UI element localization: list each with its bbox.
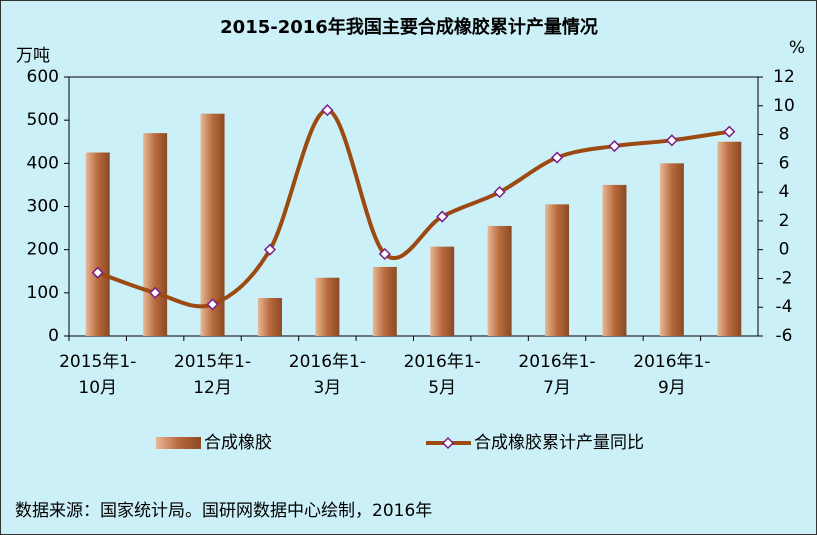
x-tick-label: 2015年1-12月	[173, 352, 252, 398]
marker	[321, 104, 334, 117]
bar	[545, 204, 570, 336]
legend-label: 合成橡胶累计产量同比	[474, 433, 644, 453]
y2-tick-label: 0	[779, 240, 790, 260]
y2-tick-label: 8	[779, 125, 790, 145]
bar	[602, 184, 627, 336]
bar	[85, 152, 110, 336]
y-tick-label: 300	[27, 197, 59, 217]
y2-axis-label: %	[789, 38, 805, 58]
marker	[723, 125, 736, 138]
marker	[436, 210, 449, 223]
marker	[263, 243, 277, 256]
y-tick-label: 0	[48, 326, 59, 346]
y2-tick-label: 6	[779, 153, 790, 173]
y2-tick-label: 2	[779, 211, 790, 231]
y2-tick-label: 4	[779, 182, 790, 202]
legend-label: 合成橡胶	[204, 433, 272, 453]
x-tick-label: 2016年1-9月	[633, 352, 711, 398]
legend-swatch	[156, 437, 201, 449]
bar	[315, 277, 340, 336]
marker	[550, 151, 564, 164]
marker	[206, 298, 219, 311]
marker	[91, 266, 104, 279]
y2-tick-label: -2	[776, 268, 793, 288]
x-tick-label: 2016年1-5月	[403, 352, 481, 398]
line	[97, 108, 730, 309]
marker	[665, 134, 678, 147]
marker	[608, 140, 621, 153]
y2-tick-label: 12	[773, 67, 795, 87]
source-note: 数据来源：国家统计局。国研网数据中心绘制，2016年	[15, 501, 432, 521]
bar	[487, 225, 512, 336]
bar	[143, 133, 168, 336]
bar	[257, 298, 282, 336]
x-tick-label: 2016年1-7月	[518, 352, 596, 398]
chart-title: 2015-2016年我国主要合成橡胶累计产量情况	[220, 16, 598, 38]
bar	[717, 141, 742, 336]
bar	[659, 163, 684, 336]
legend-marker	[441, 436, 455, 450]
y2-tick-label: -4	[776, 297, 793, 317]
x-tick-label: 2016年1-3月	[288, 352, 366, 398]
x-tick-label: 2015年1-10月	[59, 352, 137, 398]
marker	[493, 186, 506, 199]
y-tick-label: 200	[27, 240, 59, 260]
marker	[149, 286, 162, 299]
y-tick-label: 600	[27, 67, 59, 87]
y2-tick-label: 10	[773, 96, 795, 116]
y-tick-label: 100	[27, 283, 59, 303]
y-axis-label: 万吨	[16, 46, 50, 66]
bar	[372, 266, 397, 336]
y-tick-label: 500	[27, 110, 59, 130]
y2-tick-label: -6	[776, 326, 793, 346]
bar	[430, 246, 455, 336]
marker	[378, 247, 391, 261]
y-tick-label: 400	[27, 153, 59, 173]
